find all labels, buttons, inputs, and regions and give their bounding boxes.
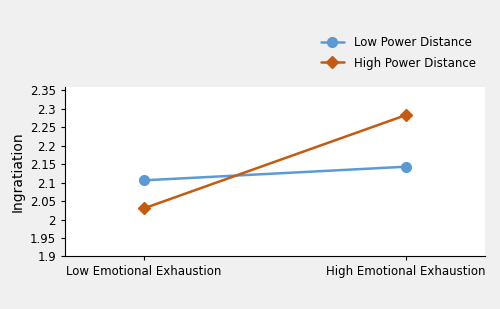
High Power Distance [403,113,409,117]
Y-axis label: Ingratiation: Ingratiation [10,131,24,212]
Low Power Distance [403,165,409,168]
Line: Low Power Distance: Low Power Distance [139,162,411,185]
Low Power Distance [141,179,147,182]
High Power Distance [141,207,147,210]
Line: High Power Distance: High Power Distance [140,111,410,213]
Legend: Low Power Distance, High Power Distance: Low Power Distance, High Power Distance [317,33,479,73]
